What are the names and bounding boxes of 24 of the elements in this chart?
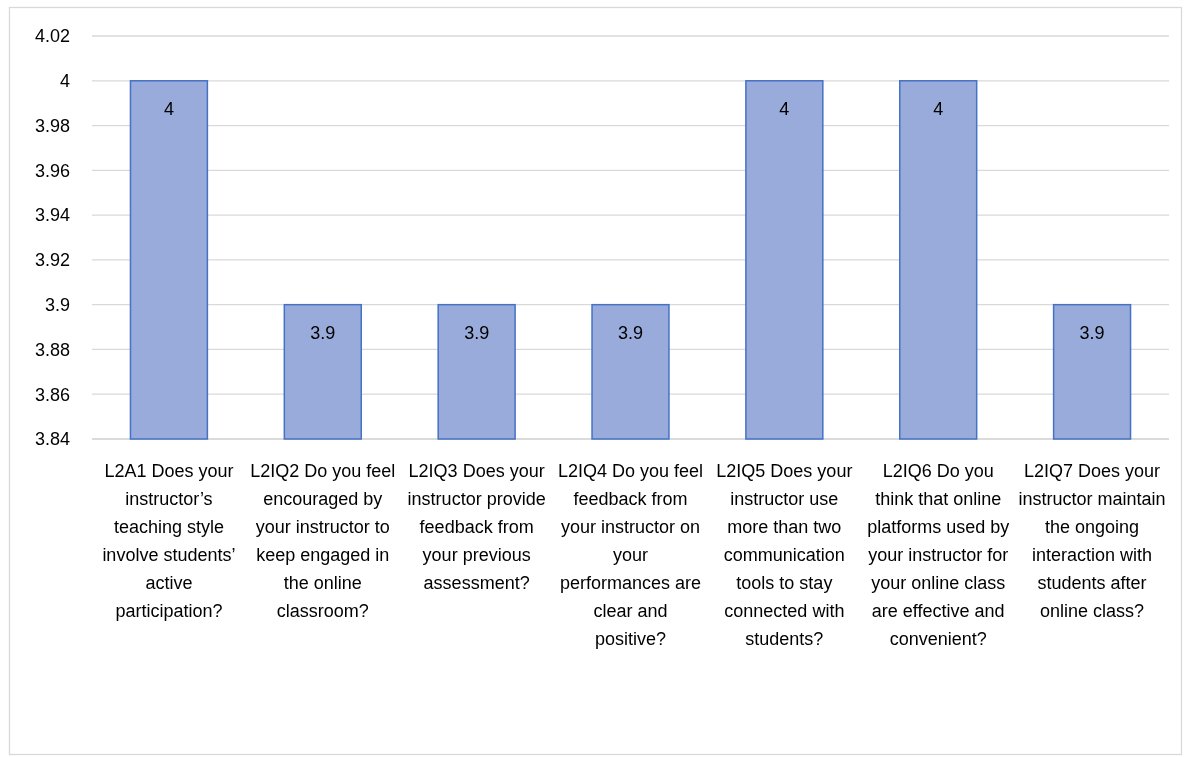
x-tick-label: L2IQ6 Do you think that online platforms used by your instructor for your online class are effective and convenient? xyxy=(867,461,1010,649)
data-label: 4 xyxy=(779,99,790,120)
data-label: 3.9 xyxy=(1079,322,1105,343)
y-tick-label: 3.9 xyxy=(44,294,70,315)
x-tick-label: L2IQ3 Does your instructor provide feedback from your previous assessment? xyxy=(407,461,546,593)
y-tick-label: 3.86 xyxy=(34,384,70,405)
y-tick-label: 3.92 xyxy=(34,250,70,271)
y-tick-label: 4 xyxy=(59,71,70,92)
x-tick-label: L2IQ4 Do you feel feedback from your instructor on your performances are clear and positive? xyxy=(557,461,704,649)
x-tick-label: L2IQ7 Does your instructor maintain the ongoing interaction with students after online class? xyxy=(1018,461,1166,621)
x-tick-label: L2IQ5 Does your instructor use more than two communication tools to stay connected with students? xyxy=(716,461,853,649)
y-tick-label: 3.88 xyxy=(34,339,70,360)
y-tick-label: 3.94 xyxy=(34,205,70,226)
x-tick-label: L2IQ2 Do you feel encouraged by your instructor to keep engaged in the online classroom? xyxy=(250,461,396,621)
data-label: 3.9 xyxy=(464,322,490,343)
data-label: 4 xyxy=(163,99,174,120)
data-label: 4 xyxy=(933,99,944,120)
x-tick-label: L2A1 Does your instructor’s teaching style involve students’ active participation? xyxy=(102,461,236,621)
y-tick-label: 3.84 xyxy=(34,429,70,450)
data-label: 3.9 xyxy=(310,322,336,343)
y-tick-label: 3.98 xyxy=(34,115,70,136)
y-tick-label: 3.96 xyxy=(34,160,70,181)
data-label: 3.9 xyxy=(617,322,644,343)
y-tick-label: 4.02 xyxy=(34,26,70,47)
